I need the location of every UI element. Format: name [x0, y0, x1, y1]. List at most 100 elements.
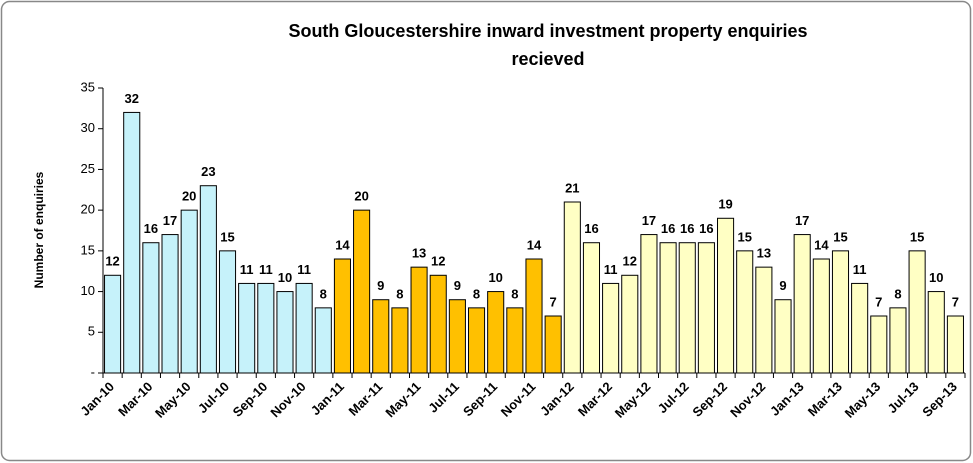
- data-label: 9: [454, 278, 461, 293]
- y-tick-label: 35: [81, 79, 95, 94]
- data-label: 14: [814, 237, 829, 252]
- data-label: 15: [833, 229, 847, 244]
- bar: [889, 307, 907, 374]
- data-label: 14: [527, 237, 542, 252]
- bar: [525, 258, 543, 374]
- data-label: 15: [910, 229, 924, 244]
- data-label: 11: [240, 262, 254, 277]
- bar: [487, 291, 505, 374]
- bar: [199, 185, 217, 374]
- data-label: 8: [894, 286, 901, 301]
- y-tick-label: 5: [88, 324, 95, 339]
- y-tick-label: 30: [81, 120, 95, 135]
- bar: [544, 315, 562, 374]
- data-label: 32: [124, 91, 138, 106]
- bar: [621, 274, 639, 374]
- data-label: 16: [584, 221, 598, 236]
- bar: [448, 299, 466, 374]
- data-label: 13: [757, 246, 771, 261]
- bar: [678, 242, 696, 374]
- data-label: 12: [431, 254, 445, 269]
- bar: [391, 307, 409, 374]
- y-axis-label: Number of enquiries: [32, 171, 46, 288]
- bar: [736, 250, 754, 374]
- bar: [908, 250, 926, 374]
- data-label: 15: [737, 229, 751, 244]
- data-label: 17: [642, 213, 656, 228]
- data-label: 16: [680, 221, 694, 236]
- data-label: 11: [297, 262, 311, 277]
- bar: [467, 307, 486, 374]
- chart-title: recieved: [511, 49, 584, 69]
- y-tick-label: -: [91, 364, 95, 379]
- y-tick-label: 15: [81, 242, 95, 257]
- data-label: 10: [278, 270, 292, 285]
- y-tick-label: 25: [81, 161, 95, 176]
- data-label: 11: [604, 262, 618, 277]
- data-label: 8: [473, 286, 480, 301]
- bar: [123, 111, 141, 374]
- data-label: 12: [105, 254, 119, 269]
- data-label: 9: [779, 278, 786, 293]
- data-label: 14: [335, 237, 350, 252]
- data-label: 16: [144, 221, 158, 236]
- data-label: 7: [875, 294, 882, 309]
- bar: [831, 250, 850, 374]
- bar: [429, 274, 447, 374]
- y-tick-label: 20: [81, 202, 95, 217]
- data-label: 12: [623, 254, 637, 269]
- bar: [697, 242, 715, 374]
- data-label: 19: [718, 197, 732, 212]
- y-tick-label: 10: [81, 283, 95, 298]
- data-label: 8: [396, 286, 403, 301]
- bar: [506, 307, 524, 374]
- data-label: 17: [163, 213, 177, 228]
- bar: [755, 266, 773, 374]
- data-label: 10: [488, 270, 502, 285]
- data-label: 17: [795, 213, 809, 228]
- bar: [410, 266, 428, 374]
- bar: [563, 201, 581, 374]
- bar: [851, 282, 869, 374]
- bar: [812, 258, 830, 374]
- data-label: 15: [220, 229, 234, 244]
- bar: [582, 242, 601, 374]
- data-label: 9: [377, 278, 384, 293]
- data-label: 20: [354, 189, 368, 204]
- data-label: 13: [412, 246, 426, 261]
- bar: [180, 209, 198, 374]
- data-label: 7: [952, 294, 959, 309]
- data-label: 8: [320, 286, 327, 301]
- bar: [257, 282, 275, 374]
- bar: [104, 274, 122, 374]
- data-label: 11: [853, 262, 867, 277]
- bar: [276, 291, 294, 374]
- data-label: 8: [511, 286, 518, 301]
- bar: [218, 250, 237, 374]
- bar: [314, 307, 332, 374]
- data-label: 7: [550, 294, 557, 309]
- bar: [774, 299, 792, 374]
- bar: [602, 282, 620, 374]
- data-label: 11: [259, 262, 273, 277]
- bar: [870, 315, 888, 374]
- bar: [353, 209, 371, 374]
- bar: [295, 282, 313, 374]
- bar: [238, 282, 256, 374]
- data-label: 23: [201, 164, 215, 179]
- bar: [659, 242, 677, 374]
- bar: [793, 234, 811, 374]
- bar: [640, 234, 658, 374]
- bar: [717, 217, 735, 374]
- bar: [161, 234, 179, 374]
- data-label: 20: [182, 189, 196, 204]
- chart-title: South Gloucestershire inward investment …: [288, 21, 807, 41]
- bar: [927, 291, 945, 374]
- bar: [142, 242, 160, 374]
- data-label: 16: [661, 221, 675, 236]
- data-label: 21: [565, 180, 579, 195]
- bar: [333, 258, 351, 374]
- bar: [946, 315, 964, 374]
- bar: [372, 299, 390, 374]
